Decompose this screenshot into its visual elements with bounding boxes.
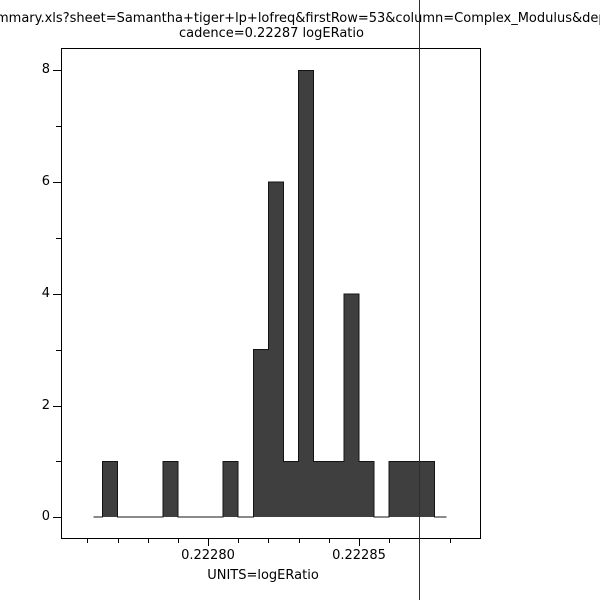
y-major-tick — [53, 405, 61, 407]
x-minor-tick — [268, 539, 270, 543]
x-axis-label: UNITS=logERatio — [207, 568, 319, 583]
x-minor-tick — [389, 539, 391, 543]
x-tick-label: 0.22285 — [332, 548, 386, 563]
x-minor-tick — [147, 539, 149, 543]
y-major-tick — [53, 182, 61, 184]
cadence-vline — [419, 0, 421, 600]
x-major-tick — [359, 539, 360, 546]
y-major-tick — [53, 70, 61, 72]
x-minor-tick — [87, 539, 89, 543]
histogram-path — [93, 69, 447, 518]
y-minor-tick — [56, 237, 61, 239]
x-minor-tick — [177, 539, 179, 543]
x-minor-tick — [117, 539, 119, 543]
chart-title-line1: mmary.xls?sheet=Samantha+tiger+lp+lofreq… — [0, 11, 600, 26]
plot-border — [61, 48, 481, 539]
y-tick-label: 4 — [41, 285, 50, 301]
y-minor-tick — [56, 461, 61, 463]
y-tick-label: 2 — [41, 397, 50, 413]
y-tick-label: 0 — [41, 509, 50, 525]
y-minor-tick — [56, 349, 61, 351]
x-minor-tick — [238, 539, 240, 543]
x-minor-tick — [328, 539, 330, 543]
y-tick-label: 6 — [41, 174, 50, 190]
x-major-tick — [208, 539, 209, 546]
x-minor-tick — [449, 539, 451, 543]
x-tick-label: 0.22280 — [181, 548, 235, 563]
x-minor-tick — [298, 539, 300, 543]
y-minor-tick — [56, 126, 61, 128]
y-major-tick — [53, 293, 61, 295]
y-tick-label: 8 — [41, 62, 50, 78]
y-major-tick — [53, 517, 61, 519]
chart-title-line2: cadence=0.22287 logERatio — [179, 26, 364, 41]
